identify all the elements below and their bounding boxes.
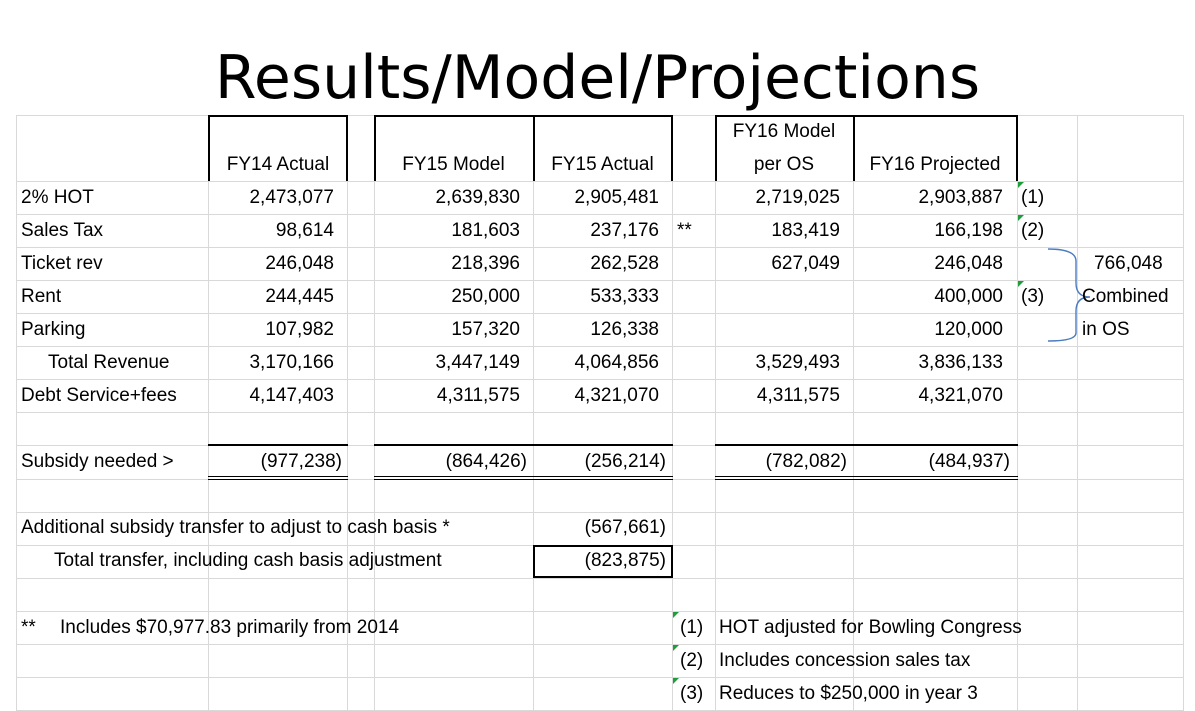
footnote-num: (1) (680, 617, 704, 638)
fy16-projected-value: (484,937) (928, 451, 1010, 472)
fy15-model-value: 218,396 (451, 253, 520, 274)
fy14-value: 2,473,077 (249, 187, 334, 208)
fy15-model-value: 2,639,830 (435, 187, 520, 208)
fy16-model-value: 3,529,493 (755, 352, 840, 373)
fy14-value: 3,170,166 (249, 352, 334, 373)
footnote-text: Reduces to $250,000 in year 3 (719, 683, 978, 704)
bracket-label-line2: in OS (1082, 319, 1130, 340)
note-ref: (2) (1021, 220, 1045, 241)
fy16-projected-value: 2,903,887 (918, 187, 1003, 208)
row-label: Total Revenue (48, 352, 170, 373)
header-fy16-projected: FY16 Projected (869, 154, 1001, 175)
footnote-text: Includes concession sales tax (719, 650, 971, 671)
fy16-projected-value: 400,000 (934, 286, 1003, 307)
total-transfer-value: (823,875) (584, 550, 666, 571)
fy15-actual-value: 2,905,481 (574, 187, 659, 208)
fy14-value: 4,147,403 (249, 385, 334, 406)
footnote-mark: ** (21, 617, 36, 638)
footnote-num: (3) (680, 683, 704, 704)
page-title: Results/Model/Projections (214, 43, 981, 113)
fy16-projected-value: 120,000 (934, 319, 1003, 340)
header-fy14-actual: FY14 Actual (226, 154, 330, 175)
fy15-actual-value: (256,214) (584, 451, 666, 472)
fy15-actual-value: 237,176 (590, 220, 659, 241)
comment-indicator-icon[interactable] (673, 678, 679, 684)
header-fy15-model: FY15 Model (402, 154, 505, 175)
fy16-model-value: 183,419 (771, 220, 840, 241)
fy15-actual-value: 126,338 (590, 319, 659, 340)
fy16-model-value: 4,311,575 (756, 385, 840, 406)
fy15-model-value: 181,603 (451, 220, 520, 241)
fy14-value: 98,614 (275, 220, 334, 241)
row-label: Sales Tax (21, 220, 104, 241)
fy16-projected-value: 246,048 (934, 253, 1003, 274)
comment-indicator-icon[interactable] (1018, 281, 1024, 287)
bracket-label-line1: Combined (1082, 286, 1169, 307)
header-fy16-model-line2: per OS (753, 154, 815, 175)
row-label: Rent (21, 286, 62, 307)
spreadsheet: FY14 Actual FY15 Model FY15 Actual FY16 … (16, 115, 1184, 711)
total-transfer-label: Total transfer, including cash basis adj… (54, 550, 442, 571)
fy15-actual-value: 4,064,856 (574, 352, 659, 373)
additional-subsidy-value: (567,661) (584, 517, 666, 538)
header-fy15-actual: FY15 Actual (551, 154, 654, 175)
footnote-text: Includes $70,977.83 primarily from 2014 (60, 617, 400, 638)
comment-indicator-icon[interactable] (673, 645, 679, 651)
fy15-model-value: 250,000 (451, 286, 520, 307)
fy16-projected-value: 3,836,133 (918, 352, 1003, 373)
fy16-model-value: 2,719,025 (755, 187, 840, 208)
fy14-value: (977,238) (260, 451, 342, 472)
fy16-model-value: 627,049 (771, 253, 840, 274)
double-asterisk-mark: ** (677, 220, 692, 241)
note-ref: (3) (1021, 286, 1045, 307)
fy15-actual-value: 262,528 (590, 253, 659, 274)
fy15-actual-value: 4,321,070 (574, 385, 659, 406)
fy14-value: 244,445 (265, 286, 334, 307)
fy14-value: 107,982 (265, 319, 334, 340)
header-fy16-model-line1: FY16 Model (732, 121, 836, 142)
fy16-projected-value: 166,198 (934, 220, 1003, 241)
brace-icon (1047, 248, 1091, 342)
note-ref: (1) (1021, 187, 1045, 208)
fy14-value: 246,048 (265, 253, 334, 274)
row-label: 2% HOT (21, 187, 94, 208)
row-label: Debt Service+fees (21, 385, 177, 406)
fy16-projected-value: 4,321,070 (918, 385, 1003, 406)
fy15-actual-value: 533,333 (590, 286, 659, 307)
row-label: Parking (21, 319, 86, 340)
fy15-model-value: (864,426) (445, 451, 527, 472)
fy15-model-value: 3,447,149 (435, 352, 520, 373)
bracket-value: 766,048 (1094, 253, 1163, 274)
footnote-num: (2) (680, 650, 704, 671)
fy16-model-value: (782,082) (765, 451, 847, 472)
row-label: Subsidy needed > (21, 451, 174, 472)
fy15-model-value: 4,311,575 (436, 385, 520, 406)
additional-subsidy-label: Additional subsidy transfer to adjust to… (21, 517, 450, 538)
comment-indicator-icon[interactable] (673, 612, 679, 618)
row-label: Ticket rev (21, 253, 103, 274)
fy15-model-value: 157,320 (451, 319, 520, 340)
comment-indicator-icon[interactable] (1018, 215, 1024, 221)
comment-indicator-icon[interactable] (1018, 182, 1024, 188)
footnote-text: HOT adjusted for Bowling Congress (719, 617, 1022, 638)
